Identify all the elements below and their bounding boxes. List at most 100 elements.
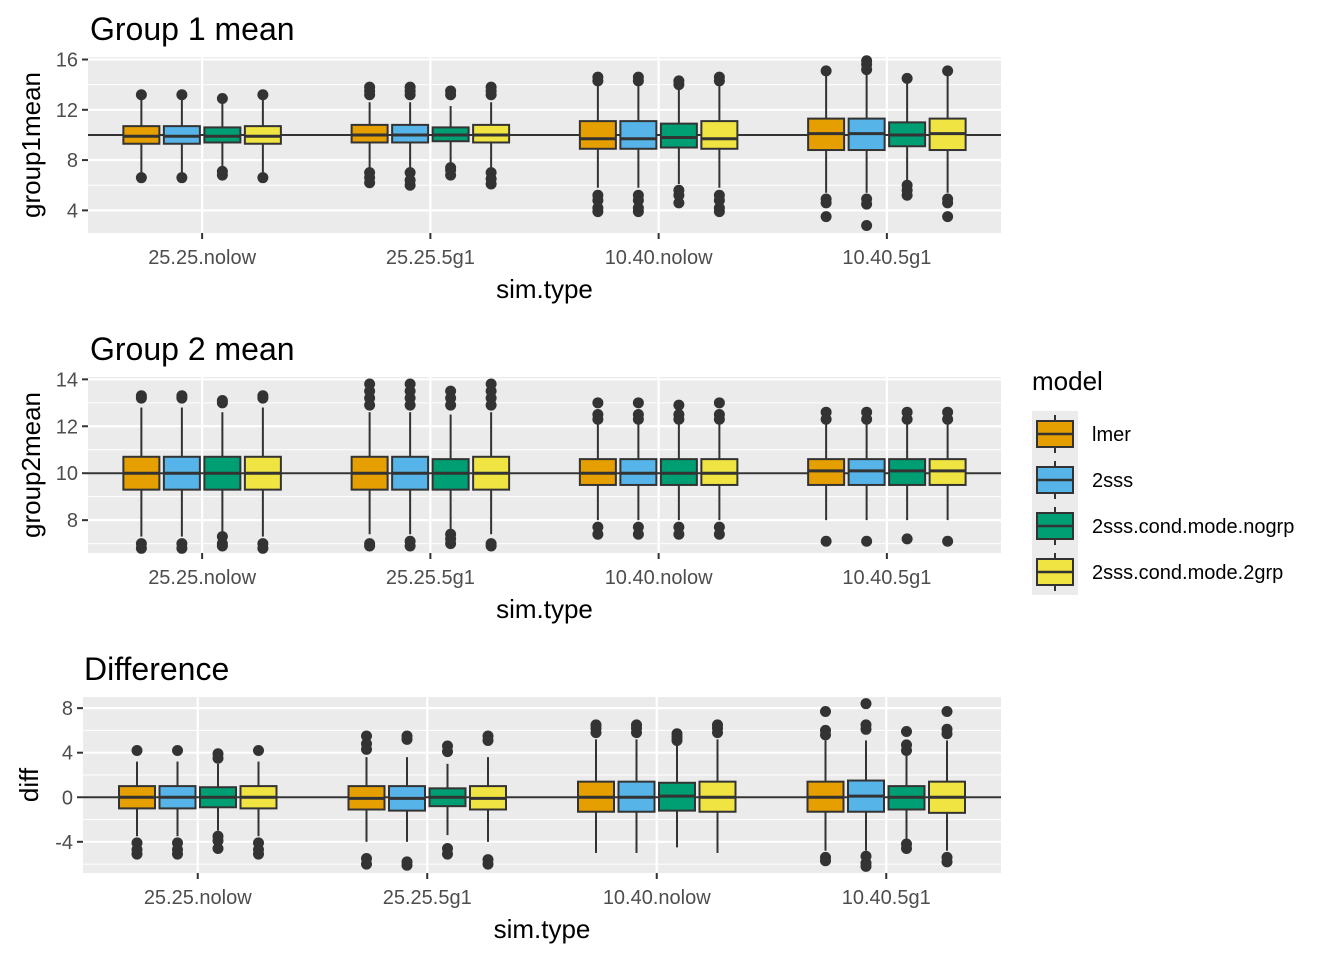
outlier-point [361, 743, 372, 755]
outlier-point [820, 211, 832, 223]
outlier-point [404, 179, 416, 191]
outlier-point [941, 856, 953, 868]
outlier-point [212, 835, 224, 847]
box-lmer-10.40.5g1 [807, 406, 846, 547]
outlier-point [257, 172, 269, 184]
outlier-point [820, 855, 831, 867]
box-2sss.cond.mode.nogrp-10.40.nolow [659, 399, 698, 540]
panel-title: Group 2 mean [90, 331, 295, 367]
x-axis-title: sim.type [496, 594, 593, 624]
box-2sss.cond.mode.nogrp-25.25.nolow [199, 748, 237, 854]
outlier-point [253, 848, 264, 860]
x-axis-title: sim.type [496, 274, 593, 304]
box-2sss-10.40.nolow [617, 719, 656, 853]
box-lmer-10.40.5g1 [806, 705, 845, 867]
box-2sss.cond.mode.2grp-10.40.nolow [700, 397, 739, 540]
legend-label: 2sss [1092, 470, 1133, 492]
outlier-point [712, 727, 723, 739]
box-2sss.cond.mode.nogrp-10.40.5g1 [888, 406, 927, 545]
x-tick-label: 10.40.nolow [605, 567, 713, 589]
outlier-point [861, 219, 873, 231]
outlier-point [713, 206, 725, 218]
outlier-point [212, 752, 224, 764]
outlier-point [364, 89, 376, 101]
y-tick-label: 0 [62, 787, 73, 809]
outlier-point [216, 92, 228, 104]
box-2sss.cond.mode.nogrp-25.25.nolow [203, 92, 242, 181]
box-lmer-10.40.5g1 [807, 65, 846, 223]
outlier-point [861, 64, 873, 76]
outlier-point [445, 89, 457, 101]
outlier-point [361, 858, 372, 870]
box-2sss-10.40.nolow [619, 71, 658, 218]
outlier-point [176, 542, 188, 554]
outlier-point [942, 211, 954, 223]
outlier-point [216, 540, 228, 552]
box-lmer-25.25.5g1 [347, 730, 386, 870]
outlier-point [941, 705, 953, 717]
outlier-point [941, 728, 953, 740]
y-tick-label: 10 [56, 463, 78, 485]
box-iqr [659, 122, 698, 149]
box-lmer-25.25.5g1 [350, 81, 389, 189]
box-lmer-25.25.nolow [118, 744, 156, 860]
outlier-point [861, 413, 873, 425]
x-tick-label: 10.40.nolow [605, 247, 713, 269]
box-lmer-25.25.nolow [122, 89, 161, 184]
outlier-point [442, 848, 453, 860]
outlier-point [404, 89, 416, 101]
box-2sss.cond.mode.nogrp-10.40.5g1 [888, 72, 927, 201]
outlier-point [592, 413, 604, 425]
outlier-point [216, 397, 228, 409]
box-2sss.cond.mode.nogrp-10.40.nolow [659, 75, 698, 209]
panel-3: -4 0 4 8 25.25.nolow 25.25.5g1 10.40.nolow 10.4… [14, 651, 1001, 944]
outlier-point [820, 705, 831, 717]
x-tick-label: 10.40.5g1 [842, 247, 931, 269]
box-2sss.cond.mode.2grp-25.25.5g1 [469, 730, 507, 870]
outlier-point [673, 528, 685, 540]
outlier-point [673, 413, 685, 425]
outlier-point [592, 528, 604, 540]
x-axis-title: sim.type [494, 914, 591, 944]
outlier-point [253, 744, 264, 756]
y-tick-label: 8 [67, 510, 78, 532]
outlier-point [631, 727, 642, 739]
outlier-point [445, 399, 457, 411]
x-tick-label: 10.40.5g1 [842, 887, 931, 909]
outlier-point [901, 744, 912, 756]
outlier-point [135, 89, 147, 101]
box-2sss.cond.mode.2grp-10.40.5g1 [928, 65, 967, 223]
box-2sss-25.25.nolow [162, 89, 201, 184]
outlier-point [942, 535, 954, 547]
panel-1: 4 8 12 16 25.25.nolow 25.25.5g1 10.40.nolow 10.… [16, 11, 1001, 304]
outlier-point [135, 172, 147, 184]
outlier-point [135, 542, 147, 554]
outlier-point [401, 859, 413, 871]
box-iqr [619, 120, 658, 150]
x-tick-label: 10.40.nolow [603, 887, 711, 909]
outlier-point [482, 734, 494, 746]
legend-item-1: lmer [1032, 411, 1131, 457]
box-2sss.cond.mode.2grp-25.25.5g1 [472, 378, 511, 552]
box-2sss.cond.mode.2grp-25.25.5g1 [472, 81, 511, 190]
outlier-point [861, 198, 873, 210]
outlier-point [592, 75, 604, 87]
legend-item-2: 2sss [1032, 457, 1133, 503]
box-2sss.cond.mode.2grp-25.25.nolow [243, 89, 282, 184]
outlier-point [131, 744, 143, 756]
box-iqr [578, 120, 617, 150]
box-2sss-25.25.nolow [158, 744, 197, 860]
box-2sss.cond.mode.2grp-10.40.5g1 [928, 705, 966, 868]
outlier-point [176, 392, 188, 404]
outlier-point [673, 189, 685, 201]
box-2sss-25.25.5g1 [388, 730, 426, 871]
outlier-point [901, 189, 913, 201]
outlier-point [820, 197, 832, 209]
outlier-point [590, 727, 602, 739]
box-2sss-25.25.5g1 [391, 378, 430, 552]
outlier-point [404, 399, 416, 411]
box-iqr [700, 120, 739, 150]
box-2sss.cond.mode.nogrp-10.40.5g1 [887, 726, 926, 854]
outlier-point [442, 746, 453, 758]
outlier-point [942, 197, 954, 209]
